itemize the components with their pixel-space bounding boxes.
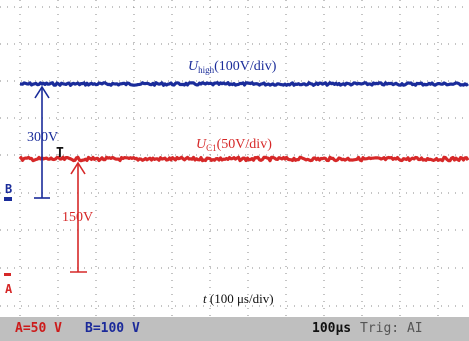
channel-b-marker-label: B <box>5 182 12 196</box>
u-high-delta-label: 300V <box>27 130 58 145</box>
time-axis-label: t (100 μs/div) <box>203 291 274 306</box>
u-high-label: Uhigh(100V/div) <box>188 59 277 75</box>
u-c1-subscript: C1 <box>206 143 217 153</box>
status-bar: A=50 V B=100 V 100μs Trig: AI <box>0 317 469 341</box>
channel-a-scale: A=50 V <box>15 321 62 336</box>
channel-a-marker-label: A <box>5 282 13 296</box>
u-c1-symbol: U <box>196 137 207 152</box>
u-high-symbol: U <box>188 59 199 74</box>
u-high-scale: (100V/div) <box>214 59 277 74</box>
channel-b-marker <box>4 197 12 201</box>
timebase-readout: 100μs <box>312 321 352 336</box>
u-high-delta-arrow <box>34 85 50 199</box>
time-symbol: t <box>203 291 207 306</box>
trigger-readout: Trig: AI <box>360 321 423 336</box>
u-c1-label: UC1(50V/div) <box>196 137 272 153</box>
channel-a-marker <box>4 273 11 276</box>
u-c1-trace <box>18 155 469 163</box>
time-scale: (100 μs/div) <box>207 291 274 306</box>
channel-b-scale: B=100 V <box>85 321 140 336</box>
u-high-trace <box>19 81 469 87</box>
trigger-marker: T <box>56 146 64 161</box>
u-c1-delta-label: 150V <box>62 210 93 225</box>
u-high-subscript: high <box>198 65 215 75</box>
u-c1-scale: (50V/div) <box>217 137 273 152</box>
u-c1-delta-arrow <box>70 161 87 273</box>
